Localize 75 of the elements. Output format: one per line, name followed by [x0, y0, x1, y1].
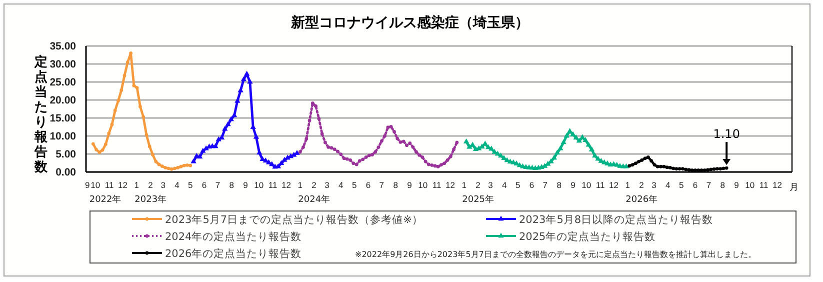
x-tick-label: 2	[639, 180, 644, 190]
legend-label: 2023年5月7日までの定点当たり報告数（参考値※）	[165, 213, 423, 226]
x-tick-label: 9	[407, 180, 412, 190]
x-tick-label: 7	[215, 180, 220, 190]
x-tick-label: 2	[476, 180, 481, 190]
x-tick-label: 9	[84, 180, 90, 190]
x-tick-label: 10	[254, 180, 264, 190]
x-tick-label: 5	[678, 180, 684, 190]
x-tick-label: 7	[706, 180, 712, 190]
text: 2026年	[626, 194, 658, 205]
x-tick-label: 10	[745, 180, 755, 190]
x-tick-label: 8	[556, 180, 562, 190]
x-tick-label: 12	[118, 180, 128, 190]
x-tick-label: 11	[432, 180, 442, 190]
x-tick-label: 4	[666, 180, 671, 190]
x-tick-label: 3	[488, 180, 494, 190]
x-tick-label: 5	[352, 180, 357, 190]
x-tick-label: 11	[759, 180, 768, 190]
x-tick-label: 9	[570, 180, 576, 190]
x-tick-label: 2	[148, 180, 154, 190]
x-tick-label: 10	[582, 180, 592, 190]
x-tick-label: 11	[596, 180, 605, 190]
legend-label: 2023年5月8日以降の定点当たり報告数	[519, 213, 714, 226]
x-tick-label: 9	[734, 180, 740, 190]
x-tick-label: 3	[652, 180, 657, 190]
x-tick-label: 11	[104, 180, 114, 190]
x-tick-label: 3	[160, 180, 166, 190]
x-axis-title: 月	[790, 183, 798, 193]
y-tick-label: 0.00	[56, 166, 76, 178]
x-tick-label: 6	[692, 180, 698, 190]
x-tick-label: 4	[338, 180, 344, 190]
y-tick-label: 30.00	[50, 58, 76, 70]
text: ※2022年9月26日から2023年5月7日までの全数報告のデータを元に定点当たり報告数を推計し算出しました。	[355, 250, 756, 259]
x-tick-label: 2	[312, 180, 317, 190]
y-tick-label: 5.00	[56, 148, 76, 160]
x-tick-label: 11	[268, 180, 278, 190]
y-tick-label: 25.00	[50, 76, 76, 88]
x-tick-label: 5	[515, 180, 520, 190]
x-tick-label: 8	[720, 180, 726, 190]
y-tick-label: 15.00	[50, 112, 76, 124]
x-tick-label: 1	[625, 180, 630, 190]
x-tick-label: 7	[542, 180, 548, 190]
legend-label: 2024年の定点当たり報告数	[165, 230, 302, 243]
x-tick-label: 10	[90, 180, 100, 190]
text: 2023年	[134, 194, 167, 205]
legend-label: 2025年の定点当たり報告数	[519, 230, 656, 243]
x-tick-label: 12	[445, 180, 456, 190]
chart-title: 新型コロナウイルス感染症（埼玉県）	[290, 14, 529, 31]
x-tick-label: 10	[418, 180, 428, 190]
y-axis-title: 定点当たり報告数	[34, 54, 48, 175]
x-tick-label: 9	[243, 180, 248, 190]
y-tick-label: 10.00	[50, 130, 76, 142]
x-tick-label: 1	[462, 180, 467, 190]
x-tick-label: 1	[134, 180, 140, 190]
x-tick-label: 6	[529, 180, 534, 190]
text: 2025年	[462, 194, 494, 205]
x-tick-label: 12	[772, 180, 782, 190]
x-tick-label: 7	[379, 180, 384, 190]
x-tick-label: 6	[366, 180, 371, 190]
x-tick-label: 12	[608, 180, 619, 190]
y-tick-label: 20.00	[50, 94, 76, 106]
x-tick-label: 12	[282, 180, 292, 190]
legend-label: 2026年の定点当たり報告数	[165, 247, 302, 260]
x-tick-label: 3	[324, 180, 330, 190]
x-tick-label: 8	[229, 180, 234, 190]
annotation: 1.10	[713, 127, 740, 142]
x-tick-label: 5	[188, 180, 194, 190]
text: 2024年	[298, 194, 330, 205]
x-tick-label: 8	[393, 180, 398, 190]
x-tick-label: 4	[174, 180, 180, 190]
x-tick-label: 4	[502, 180, 508, 190]
y-tick-label: 35.00	[50, 40, 76, 52]
text: 2022年	[89, 194, 122, 205]
x-tick-label: 1	[298, 180, 303, 190]
x-tick-label: 6	[202, 180, 207, 190]
